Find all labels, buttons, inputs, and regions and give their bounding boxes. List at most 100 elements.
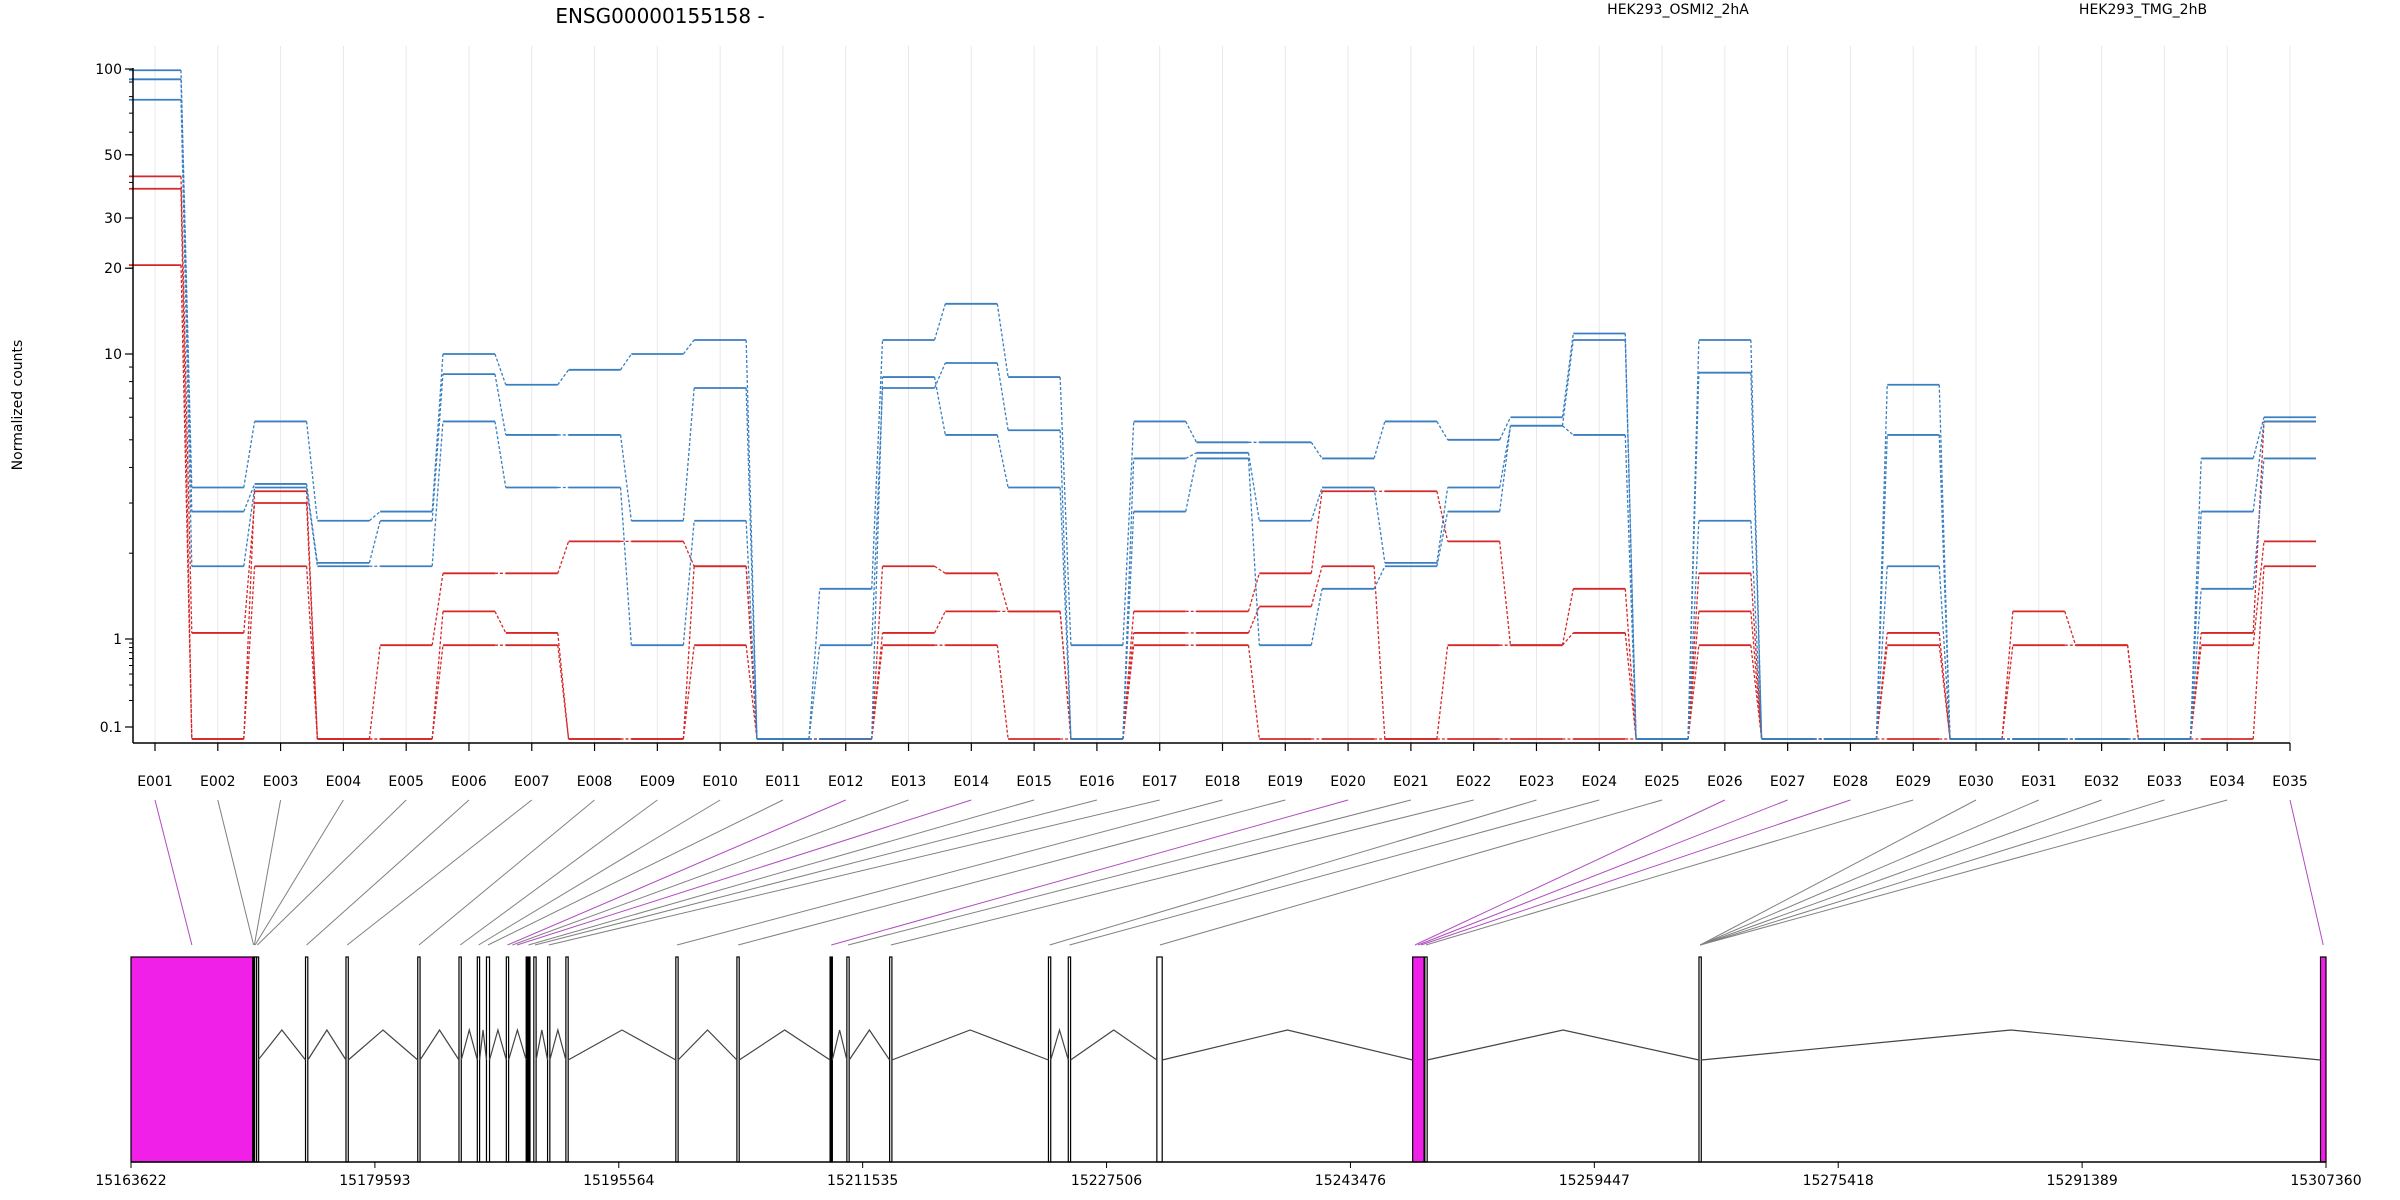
x-tick-label: E013 <box>891 774 927 790</box>
exon-connector <box>478 799 721 946</box>
x-tick-label: E030 <box>1958 774 1994 790</box>
intron-line <box>508 1027 527 1061</box>
exon-connector <box>507 799 846 946</box>
chart-title: ENSG00000155158 - <box>555 4 764 28</box>
exon-connector <box>534 799 1098 946</box>
exon-connector <box>154 799 193 946</box>
intron-line <box>549 1027 567 1061</box>
y-axis: 0.1 1 10 20 30 50 100 <box>95 62 134 743</box>
x-tick-label: E021 <box>1393 774 1429 790</box>
intron-line <box>848 1028 891 1061</box>
x-tick-label: E009 <box>640 774 676 790</box>
x-tick-label: E015 <box>1016 774 1052 790</box>
intron-line <box>891 1029 1049 1061</box>
intron-line <box>738 1029 831 1061</box>
x-tick-label: E010 <box>702 774 738 790</box>
intron-line <box>677 1029 738 1061</box>
exon-connector <box>738 799 1286 946</box>
x-tick-label: E028 <box>1833 774 1869 790</box>
exon-connector <box>528 799 1035 946</box>
exon-connector <box>1700 799 2102 946</box>
x-tick-label: E035 <box>2272 774 2308 790</box>
genomic-axis: 15163622 15179593 15195564 15211535 15227506… <box>95 1161 2362 1189</box>
exon-connector <box>253 799 282 946</box>
intron-line <box>419 1028 460 1061</box>
genomic-tick-label: 15275418 <box>1803 1173 1874 1189</box>
exon-connector <box>459 799 658 946</box>
x-tick-label: E020 <box>1330 774 1366 790</box>
x-tick-label: E011 <box>765 774 801 790</box>
exon-connector <box>1049 799 1537 946</box>
x-tick-label: E002 <box>200 774 236 790</box>
x-tick-label: E019 <box>1268 774 1304 790</box>
x-tick-label: E014 <box>954 774 990 790</box>
legend-entry-osmi2: HEK293_OSMI2_2hA <box>1607 2 1749 18</box>
exon-connector <box>1420 799 1851 946</box>
series-layer <box>129 69 2316 740</box>
exon-connector <box>1425 799 1914 946</box>
exon-connector <box>548 799 1160 946</box>
y-tick-label: 1 <box>113 632 122 648</box>
exon-connector <box>306 799 470 946</box>
exon-connector <box>217 799 255 946</box>
x-tick-label: E004 <box>326 774 362 790</box>
x-tick-label: E012 <box>828 774 864 790</box>
x-tick-label: E031 <box>2021 774 2057 790</box>
exon-connector <box>418 799 595 946</box>
intron-line <box>479 1029 488 1061</box>
exon-connector <box>2289 799 2324 946</box>
genomic-tick-label: 15163622 <box>95 1173 166 1189</box>
x-tick-label: E026 <box>1707 774 1743 790</box>
exon-connector <box>1417 799 1788 946</box>
exon-connector <box>676 799 1223 946</box>
x-tick-label: E018 <box>1205 774 1241 790</box>
exon-connector <box>1069 799 1600 946</box>
x-tick-label: E022 <box>1456 774 1492 790</box>
y-tick-label: 100 <box>95 62 122 78</box>
exon-box <box>1412 956 1425 1163</box>
exon-box <box>130 956 254 1163</box>
x-tick-label: E033 <box>2147 774 2183 790</box>
x-tick-label: E024 <box>1581 774 1617 790</box>
x-tick-label: E016 <box>1079 774 1115 790</box>
intron-line <box>1070 1029 1158 1061</box>
exon-connector <box>1700 799 2228 946</box>
exon-connector <box>254 799 344 946</box>
intron-line <box>1427 1029 1700 1061</box>
y-axis-label: Normalized counts <box>10 340 26 471</box>
x-tick-label: E007 <box>514 774 550 790</box>
intron-line <box>257 1029 306 1061</box>
genomic-tick-label: 15195564 <box>583 1173 654 1189</box>
x-tick-label: E029 <box>1895 774 1931 790</box>
gene-model <box>130 956 2327 1163</box>
x-tick-label: E023 <box>1519 774 1555 790</box>
exon-connector <box>831 799 1349 946</box>
y-tick-label: 50 <box>104 148 122 164</box>
x-tick-label: E001 <box>137 774 173 790</box>
intron-line <box>347 1029 419 1061</box>
exon-connector <box>1414 799 1726 946</box>
intron-line <box>1162 1029 1413 1061</box>
x-tick-label: E032 <box>2084 774 2120 790</box>
y-tick-label: 0.1 <box>100 720 122 736</box>
exon-connectors <box>154 799 2324 946</box>
exon-connector <box>847 799 1412 946</box>
y-tick-label: 20 <box>104 261 122 277</box>
exon-connector <box>1699 799 1977 946</box>
exon-connector <box>1700 799 2165 946</box>
x-tick-label: E008 <box>577 774 613 790</box>
exon-box <box>1156 956 1163 1163</box>
genomic-tick-label: 15243476 <box>1315 1173 1386 1189</box>
x-tick-label: E025 <box>1644 774 1680 790</box>
exon-box <box>525 956 531 1163</box>
exon-connector <box>1700 799 2040 946</box>
intron-line <box>460 1027 478 1061</box>
intron-line <box>1701 1029 2321 1061</box>
x-tick-label: E003 <box>263 774 299 790</box>
exon-connector <box>516 799 972 946</box>
genomic-tick-label: 15179593 <box>339 1173 410 1189</box>
exon-connector <box>890 799 1474 946</box>
genomic-tick-label: 15211535 <box>827 1173 898 1189</box>
legend-entry-tmg: HEK293_TMG_2hB <box>2079 2 2207 18</box>
